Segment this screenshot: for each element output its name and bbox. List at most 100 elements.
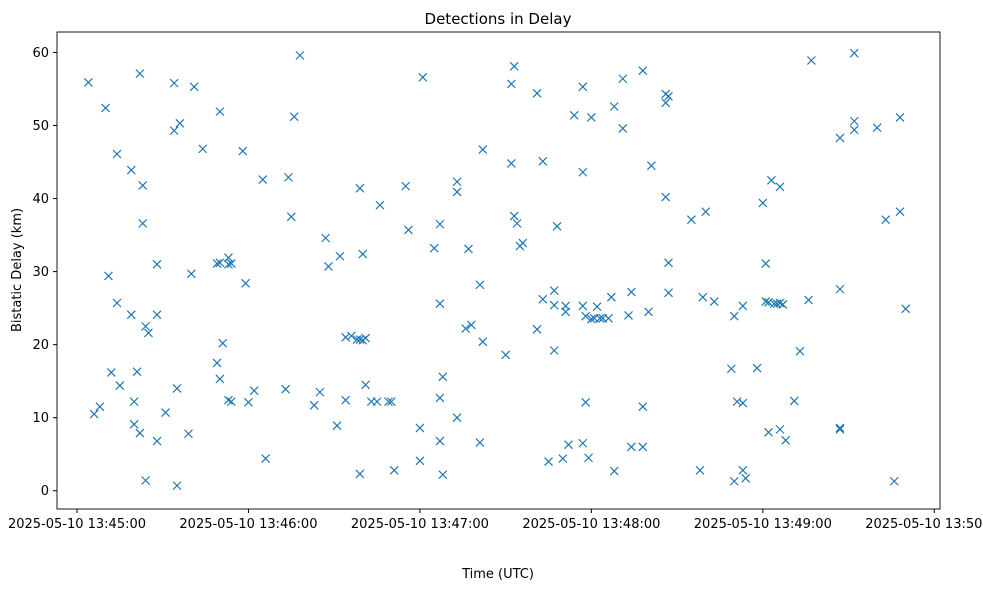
- data-point: [789, 396, 799, 406]
- data-point: [835, 284, 845, 294]
- data-point: [638, 66, 648, 76]
- data-point: [795, 346, 805, 356]
- data-point: [849, 48, 859, 58]
- data-point: [104, 271, 113, 281]
- data-point: [152, 310, 162, 320]
- data-point: [552, 221, 562, 231]
- data-point: [475, 438, 485, 447]
- data-point: [901, 304, 911, 314]
- x-tick-label: 2025-05-10 13:49:00: [694, 517, 832, 532]
- data-point: [284, 172, 293, 182]
- data-point: [578, 167, 588, 177]
- data-point: [224, 253, 233, 263]
- data-point: [384, 397, 393, 407]
- data-point: [215, 374, 225, 384]
- data-point: [738, 398, 748, 408]
- data-point: [872, 123, 882, 133]
- data-point: [758, 198, 768, 208]
- data-point: [626, 287, 636, 297]
- data-point: [172, 384, 182, 393]
- data-point: [729, 311, 739, 321]
- data-point: [112, 298, 122, 308]
- data-point: [106, 367, 116, 377]
- data-point: [141, 476, 151, 485]
- data-point: [618, 123, 628, 133]
- data-point: [638, 442, 648, 452]
- data-point: [626, 442, 636, 452]
- data-point: [138, 180, 148, 190]
- data-point: [781, 435, 791, 445]
- data-point: [732, 397, 742, 407]
- data-point: [335, 251, 345, 261]
- data-point: [578, 301, 588, 311]
- data-point: [389, 465, 399, 475]
- data-point: [101, 103, 111, 113]
- data-point: [849, 125, 859, 135]
- data-point: [558, 454, 568, 464]
- data-point: [341, 332, 351, 342]
- data-point: [295, 50, 305, 60]
- y-tick-label: 10: [32, 411, 49, 426]
- data-point: [538, 294, 548, 304]
- data-point: [289, 112, 299, 122]
- data-point: [464, 244, 473, 254]
- data-point: [438, 372, 448, 382]
- data-point: [241, 278, 251, 288]
- data-point: [175, 118, 185, 128]
- data-point: [664, 91, 673, 101]
- data-point: [346, 331, 356, 341]
- data-point: [452, 413, 462, 423]
- y-tick-label: 30: [32, 265, 49, 280]
- data-point: [761, 259, 771, 268]
- data-point: [752, 363, 762, 373]
- data-point: [172, 481, 182, 491]
- data-point: [506, 79, 516, 89]
- data-point: [895, 207, 905, 217]
- data-point: [355, 335, 365, 344]
- data-point: [332, 421, 342, 431]
- data-point: [361, 380, 371, 390]
- y-tick-label: 40: [32, 192, 49, 207]
- data-point: [355, 469, 365, 479]
- data-point: [778, 300, 788, 309]
- data-point: [281, 384, 291, 394]
- data-point: [764, 427, 773, 437]
- data-point: [766, 175, 776, 185]
- data-point: [238, 146, 248, 156]
- data-point: [184, 429, 193, 439]
- data-point: [135, 69, 145, 79]
- data-point: [429, 243, 439, 253]
- data-point: [375, 200, 385, 210]
- data-point: [509, 211, 519, 221]
- data-point: [186, 269, 196, 279]
- data-point: [586, 314, 596, 324]
- data-point: [581, 311, 591, 321]
- data-point: [401, 181, 411, 191]
- data-point: [226, 397, 236, 407]
- data-point: [595, 313, 605, 323]
- data-point: [661, 192, 671, 202]
- data-point: [452, 177, 462, 187]
- data-point: [646, 161, 656, 171]
- data-point: [618, 74, 628, 84]
- data-point: [549, 346, 559, 355]
- data-point: [475, 280, 485, 290]
- data-point: [564, 440, 573, 450]
- data-point: [452, 187, 462, 197]
- data-point: [895, 113, 905, 122]
- x-tick-label: 2025-05-10 13:46:00: [179, 517, 317, 532]
- data-point: [212, 358, 222, 368]
- data-point: [512, 218, 522, 228]
- data-point: [775, 182, 785, 192]
- data-point: [218, 338, 228, 348]
- data-point: [609, 102, 619, 111]
- data-point: [189, 82, 199, 92]
- x-tick-label: 2025-05-10 13:47:00: [351, 517, 489, 532]
- data-point: [506, 159, 516, 168]
- data-point: [578, 82, 588, 92]
- data-point: [435, 436, 445, 446]
- data-point: [129, 419, 139, 429]
- data-point: [501, 350, 511, 360]
- y-tick-label: 0: [41, 484, 49, 499]
